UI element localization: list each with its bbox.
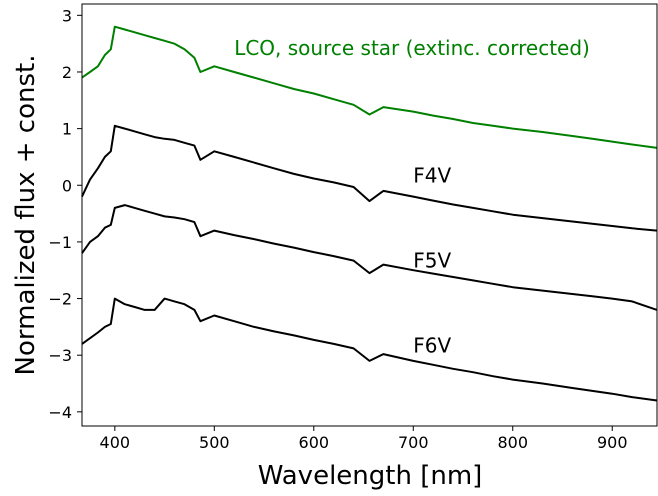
y-tick-label: 2	[62, 63, 72, 82]
series-line-1	[81, 124, 658, 232]
x-tick-label: 500	[199, 433, 230, 452]
series-layer	[81, 25, 658, 402]
y-axis-ticks: −4 −3 −2 −1 0 1 2 3	[48, 6, 82, 422]
y-axis-label: Normalized flux + const.	[11, 55, 41, 376]
x-tick-label: 700	[398, 433, 429, 452]
series-annotation-1: F4V	[413, 163, 451, 187]
annotation-layer: LCO, source star (extinc. corrected) F4V F…	[234, 36, 590, 357]
y-tick-label: −4	[48, 403, 72, 422]
y-tick-label: 3	[62, 6, 72, 25]
series-line-3	[81, 297, 658, 402]
series-annotation-2: F5V	[413, 248, 451, 272]
y-tick-label: −1	[48, 233, 72, 252]
x-axis-label: Wavelength [nm]	[258, 461, 483, 491]
y-tick-label: 1	[62, 120, 72, 139]
plot-frame	[81, 3, 658, 427]
series-annotation-3: F6V	[413, 333, 451, 357]
x-tick-label: 400	[100, 433, 131, 452]
x-tick-label: 600	[299, 433, 330, 452]
series-line-0	[81, 25, 658, 149]
series-annotation-0: LCO, source star (extinc. corrected)	[234, 36, 590, 60]
y-tick-label: 0	[62, 176, 72, 195]
series-line-2	[81, 204, 658, 311]
x-axis-ticks: 400 500 600 700 800 900	[100, 426, 628, 452]
x-tick-label: 900	[597, 433, 628, 452]
x-tick-label: 800	[497, 433, 528, 452]
y-tick-label: −3	[48, 346, 72, 365]
y-tick-label: −2	[48, 290, 72, 309]
